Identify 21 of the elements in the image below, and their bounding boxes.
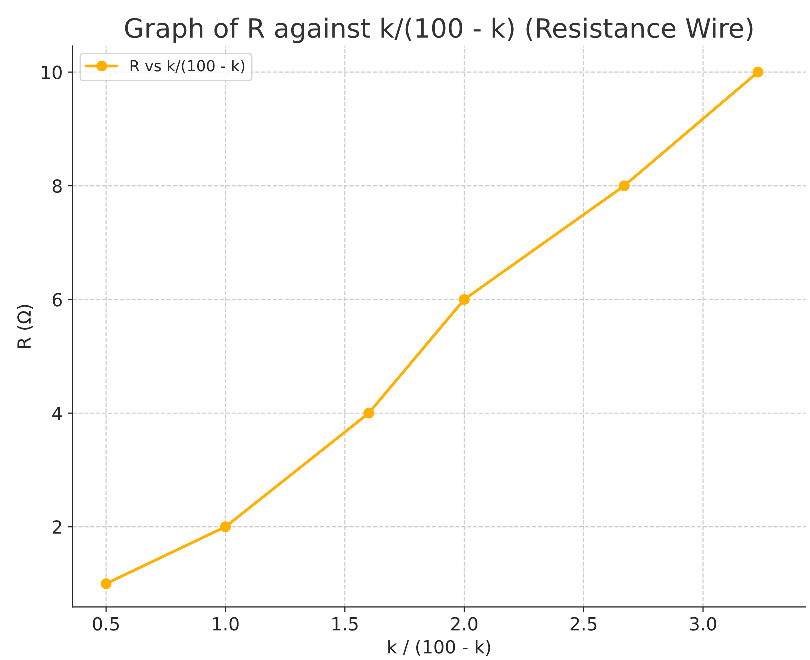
x-tick-label: 1.5 — [332, 617, 358, 631]
x-tick-label: 0.5 — [93, 617, 120, 631]
chart-title: Graph of R against k/(100 - k) (Resistance Wire) — [125, 18, 753, 44]
y-axis-title: R (Ω) — [17, 305, 34, 348]
x-tick-label: 2.5 — [570, 617, 597, 631]
y-tick-label: 6 — [52, 293, 62, 307]
point — [619, 180, 630, 192]
x-tick-label: 1.0 — [213, 617, 239, 631]
point — [752, 66, 764, 78]
y-tick-label: 4 — [52, 407, 62, 420]
y-tick-label: 2 — [53, 520, 62, 534]
y-tick-label: 8 — [52, 179, 62, 194]
point — [220, 522, 232, 532]
y-tick-label: 10 — [42, 66, 62, 80]
x-tick-label: 2.0 — [451, 617, 478, 631]
legend-label: R vs k/(100 - k) — [130, 60, 245, 74]
point — [100, 578, 112, 590]
x-tick-label: 3.0 — [690, 617, 716, 631]
point — [364, 408, 374, 419]
point — [459, 294, 470, 306]
x-axis-title: k / (100 - k) — [388, 640, 490, 656]
